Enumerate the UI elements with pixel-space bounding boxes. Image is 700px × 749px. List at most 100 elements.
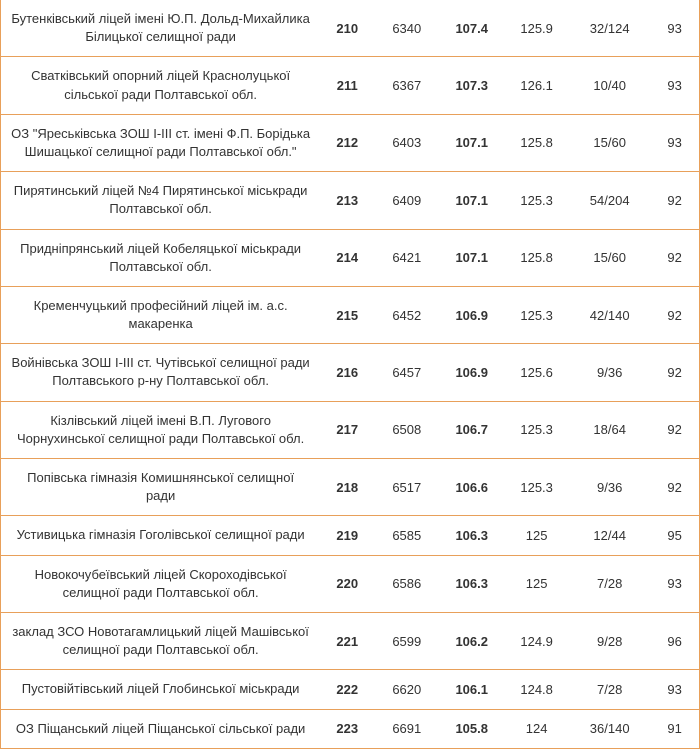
cell-name: заклад ЗСО Новотагамлицький ліцей Машівс… xyxy=(1,612,320,669)
table-row: Пирятинський ліцей №4 Пирятинської міськ… xyxy=(1,172,699,229)
cell-c3: 106.9 xyxy=(439,344,504,401)
cell-c5: 7/28 xyxy=(569,670,650,709)
cell-c4: 125 xyxy=(504,516,569,555)
cell-c6: 93 xyxy=(650,555,699,612)
cell-c1: 221 xyxy=(320,612,374,669)
cell-c5: 9/28 xyxy=(569,612,650,669)
cell-c6: 93 xyxy=(650,57,699,114)
cell-c2: 6620 xyxy=(374,670,439,709)
cell-c4: 125.3 xyxy=(504,459,569,516)
table-row: Войнівська ЗОШ І-ІІІ ст. Чутівської сели… xyxy=(1,344,699,401)
schools-table-body: Бутенківський ліцей імені Ю.П. Дольд-Мих… xyxy=(1,0,699,748)
cell-c3: 106.1 xyxy=(439,670,504,709)
cell-c5: 10/40 xyxy=(569,57,650,114)
cell-c3: 105.8 xyxy=(439,709,504,748)
cell-c2: 6409 xyxy=(374,172,439,229)
cell-c1: 217 xyxy=(320,401,374,458)
cell-c3: 106.7 xyxy=(439,401,504,458)
cell-c5: 9/36 xyxy=(569,344,650,401)
cell-c6: 91 xyxy=(650,709,699,748)
cell-c6: 92 xyxy=(650,229,699,286)
cell-c6: 92 xyxy=(650,401,699,458)
cell-c4: 124.8 xyxy=(504,670,569,709)
cell-c2: 6457 xyxy=(374,344,439,401)
cell-c3: 107.1 xyxy=(439,172,504,229)
table-row: заклад ЗСО Новотагамлицький ліцей Машівс… xyxy=(1,612,699,669)
cell-c5: 36/140 xyxy=(569,709,650,748)
cell-c6: 92 xyxy=(650,344,699,401)
cell-c4: 125.6 xyxy=(504,344,569,401)
cell-c4: 125.8 xyxy=(504,114,569,171)
cell-c3: 106.9 xyxy=(439,286,504,343)
cell-c4: 124.9 xyxy=(504,612,569,669)
cell-name: ОЗ "Яреськівська ЗОШ І-ІІІ ст. імені Ф.П… xyxy=(1,114,320,171)
cell-c6: 95 xyxy=(650,516,699,555)
table-row: Пустовійтівський ліцей Глобинської міськ… xyxy=(1,670,699,709)
cell-c6: 93 xyxy=(650,114,699,171)
cell-c6: 93 xyxy=(650,0,699,57)
table-row: ОЗ "Яреськівська ЗОШ І-ІІІ ст. імені Ф.П… xyxy=(1,114,699,171)
table-row: ОЗ Піщанський ліцей Піщанської сільської… xyxy=(1,709,699,748)
cell-c3: 107.1 xyxy=(439,229,504,286)
cell-c1: 222 xyxy=(320,670,374,709)
cell-name: Сватківський опорний ліцей Краснолуцької… xyxy=(1,57,320,114)
table-row: Бутенківський ліцей імені Ю.П. Дольд-Мих… xyxy=(1,0,699,57)
cell-c6: 92 xyxy=(650,286,699,343)
cell-c1: 214 xyxy=(320,229,374,286)
cell-c4: 125.3 xyxy=(504,401,569,458)
cell-c2: 6585 xyxy=(374,516,439,555)
cell-c1: 220 xyxy=(320,555,374,612)
cell-c1: 212 xyxy=(320,114,374,171)
cell-c5: 12/44 xyxy=(569,516,650,555)
cell-c2: 6403 xyxy=(374,114,439,171)
table-row: Новокочубеївський ліцей Скороходівської … xyxy=(1,555,699,612)
cell-name: Кізлівський ліцей імені В.П. Лугового Чо… xyxy=(1,401,320,458)
cell-c5: 15/60 xyxy=(569,114,650,171)
cell-c6: 92 xyxy=(650,459,699,516)
cell-c5: 42/140 xyxy=(569,286,650,343)
cell-c2: 6340 xyxy=(374,0,439,57)
cell-name: Новокочубеївський ліцей Скороходівської … xyxy=(1,555,320,612)
cell-c5: 9/36 xyxy=(569,459,650,516)
table-row: Сватківський опорний ліцей Краснолуцької… xyxy=(1,57,699,114)
table-row: Придніпрянський ліцей Кобеляцької міськр… xyxy=(1,229,699,286)
cell-c3: 106.2 xyxy=(439,612,504,669)
cell-c1: 215 xyxy=(320,286,374,343)
cell-c1: 219 xyxy=(320,516,374,555)
cell-c2: 6599 xyxy=(374,612,439,669)
cell-c5: 54/204 xyxy=(569,172,650,229)
table-row: Кізлівський ліцей імені В.П. Лугового Чо… xyxy=(1,401,699,458)
cell-c4: 126.1 xyxy=(504,57,569,114)
cell-c2: 6421 xyxy=(374,229,439,286)
cell-name: Придніпрянський ліцей Кобеляцької міськр… xyxy=(1,229,320,286)
cell-c3: 106.3 xyxy=(439,516,504,555)
table-row: Кременчуцький професійний ліцей ім. а.с.… xyxy=(1,286,699,343)
cell-name: Бутенківський ліцей імені Ю.П. Дольд-Мих… xyxy=(1,0,320,57)
cell-c1: 210 xyxy=(320,0,374,57)
cell-name: Пустовійтівський ліцей Глобинської міськ… xyxy=(1,670,320,709)
table-row: Попівська гімназія Комишнянської селищно… xyxy=(1,459,699,516)
cell-c6: 92 xyxy=(650,172,699,229)
cell-c1: 223 xyxy=(320,709,374,748)
schools-table-container: Бутенківський ліцей імені Ю.П. Дольд-Мих… xyxy=(0,0,700,749)
cell-c4: 125.3 xyxy=(504,172,569,229)
cell-name: Пирятинський ліцей №4 Пирятинської міськ… xyxy=(1,172,320,229)
cell-c5: 15/60 xyxy=(569,229,650,286)
cell-name: Устивицька гімназія Гоголівської селищно… xyxy=(1,516,320,555)
cell-c4: 125 xyxy=(504,555,569,612)
cell-c2: 6367 xyxy=(374,57,439,114)
cell-c4: 125.9 xyxy=(504,0,569,57)
cell-c5: 32/124 xyxy=(569,0,650,57)
schools-table: Бутенківський ліцей імені Ю.П. Дольд-Мих… xyxy=(1,0,699,749)
cell-c4: 124 xyxy=(504,709,569,748)
cell-c3: 107.1 xyxy=(439,114,504,171)
cell-c3: 107.4 xyxy=(439,0,504,57)
cell-c1: 216 xyxy=(320,344,374,401)
table-row: Устивицька гімназія Гоголівської селищно… xyxy=(1,516,699,555)
cell-c2: 6691 xyxy=(374,709,439,748)
cell-c3: 107.3 xyxy=(439,57,504,114)
cell-c2: 6452 xyxy=(374,286,439,343)
cell-c3: 106.6 xyxy=(439,459,504,516)
cell-c5: 7/28 xyxy=(569,555,650,612)
cell-c2: 6508 xyxy=(374,401,439,458)
